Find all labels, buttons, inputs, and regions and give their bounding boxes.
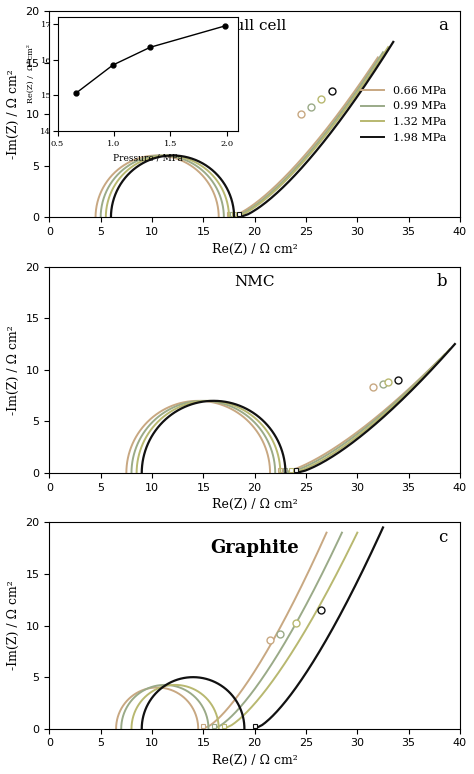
Text: a: a [438,17,447,34]
X-axis label: Re(Z) / Ω cm²: Re(Z) / Ω cm² [212,498,298,512]
X-axis label: Re(Z) / Ω cm²: Re(Z) / Ω cm² [212,754,298,767]
Y-axis label: -Im(Z) / Ω cm²: -Im(Z) / Ω cm² [7,70,20,159]
Legend: 0.66 MPa, 0.99 MPa, 1.32 MPa, 1.98 MPa: 0.66 MPa, 0.99 MPa, 1.32 MPa, 1.98 MPa [357,81,450,147]
Y-axis label: -Im(Z) / Ω cm²: -Im(Z) / Ω cm² [7,580,20,670]
Text: c: c [438,529,447,546]
Text: Full cell: Full cell [224,19,286,33]
Text: b: b [437,272,447,289]
X-axis label: Re(Z) / Ω cm²: Re(Z) / Ω cm² [212,243,298,255]
Y-axis label: -Im(Z) / Ω cm²: -Im(Z) / Ω cm² [7,325,20,415]
Text: Graphite: Graphite [210,539,299,557]
Text: NMC: NMC [235,275,275,289]
